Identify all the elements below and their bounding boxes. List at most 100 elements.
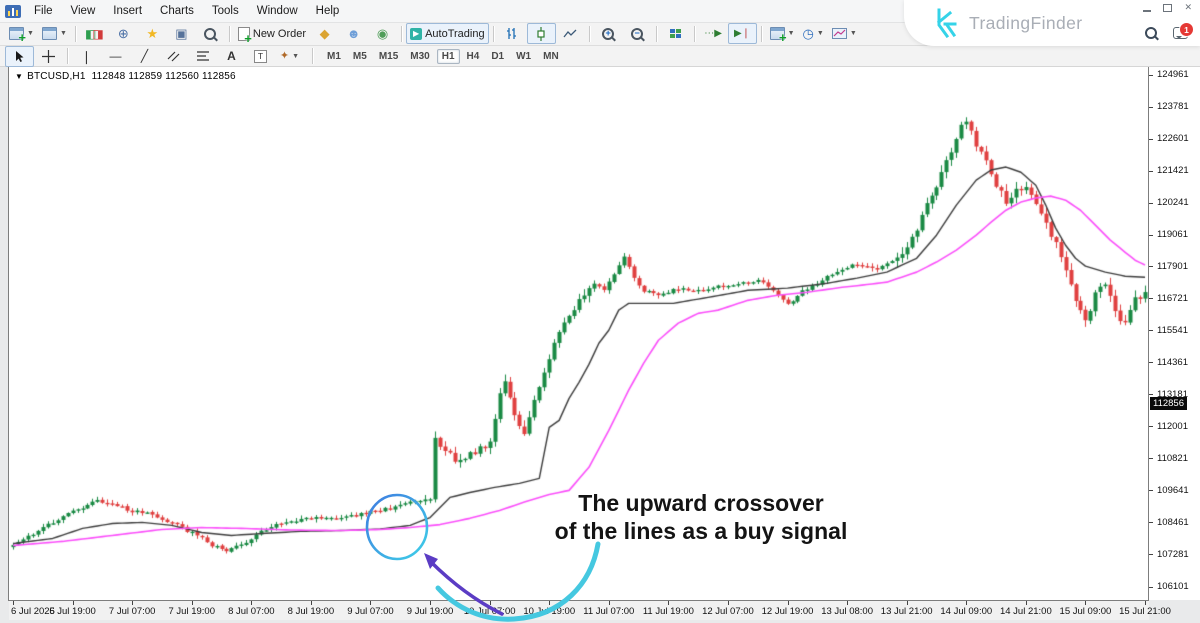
indicators-button[interactable]: + ▼ xyxy=(766,23,799,44)
chat-icon[interactable]: 1 xyxy=(1173,22,1194,39)
zoom-out-icon: − xyxy=(631,27,644,40)
price-label: 124961 xyxy=(1157,69,1189,80)
text-label-tool[interactable]: T xyxy=(246,46,275,67)
strategy-tester-button[interactable] xyxy=(196,23,225,44)
navigator-button[interactable]: ★ xyxy=(138,23,167,44)
timeframe-h4[interactable]: H4 xyxy=(466,50,480,62)
indicators-icon: + xyxy=(769,27,787,44)
time-tick xyxy=(489,601,491,605)
fibonacci-tool[interactable] xyxy=(188,46,217,67)
menu-help[interactable]: Help xyxy=(315,5,340,17)
profiles-button[interactable]: ▼ xyxy=(38,23,71,44)
toolbar-separator xyxy=(312,48,313,64)
trendline-icon: ╱ xyxy=(140,49,149,63)
menu-charts[interactable]: Charts xyxy=(160,5,194,17)
text-a-icon: A xyxy=(227,49,236,63)
time-tick xyxy=(1145,601,1147,605)
price-axis[interactable]: 124961 123781 122601 121421 120241 119061 1179… xyxy=(1149,67,1200,600)
timeframe-h1[interactable]: H1 xyxy=(436,48,460,64)
time-axis[interactable]: 6 Jul 2025 6 Jul 19:00 7 Jul 07:00 7 Jul 19… xyxy=(9,601,1171,620)
price-tick xyxy=(1149,554,1153,556)
timeframe-m5[interactable]: M5 xyxy=(352,50,367,62)
periods-button[interactable]: ◷ ▼ xyxy=(799,23,828,44)
channel-icon xyxy=(167,51,180,62)
menu-bar: File View Insert Charts Tools Window Hel… xyxy=(0,0,1200,23)
data-window-button[interactable]: ⊕ xyxy=(109,23,138,44)
time-label: 8 Jul 19:00 xyxy=(287,606,335,617)
new-chart-button[interactable]: + ▼ xyxy=(5,23,38,44)
chart-canvas[interactable] xyxy=(9,67,1148,600)
arrows-tool[interactable]: ✦ ▼ xyxy=(275,46,304,67)
templates-button[interactable]: ▼ xyxy=(828,23,861,44)
text-tool[interactable]: A xyxy=(217,46,246,67)
timeframe-m30[interactable]: M30 xyxy=(410,50,430,62)
terminal-button[interactable]: ▣ xyxy=(167,23,196,44)
time-label: 7 Jul 19:00 xyxy=(168,606,215,617)
new-order-button[interactable]: + New Order xyxy=(234,23,310,45)
template-icon xyxy=(831,28,847,39)
toolbar-separator xyxy=(228,25,230,42)
new-chart-icon: + xyxy=(9,27,26,44)
candlestick-chart-button[interactable] xyxy=(526,23,556,44)
price-label: 115541 xyxy=(1157,324,1188,336)
window-controls: ✕ xyxy=(1143,3,1192,12)
time-label: 10 Jul 07:00 xyxy=(463,606,516,617)
timeframe-m1[interactable]: M1 xyxy=(327,50,341,62)
vertical-line-tool[interactable]: ❘ xyxy=(72,46,101,67)
timeframe-w1[interactable]: W1 xyxy=(516,50,532,62)
search-icon[interactable] xyxy=(1145,27,1157,39)
close-icon[interactable]: ✕ xyxy=(1184,2,1192,12)
zoom-out-button[interactable]: − xyxy=(623,23,652,44)
time-tick xyxy=(370,601,372,605)
horizontal-line-tool[interactable]: — xyxy=(101,46,130,67)
time-tick xyxy=(72,601,74,605)
restore-icon[interactable] xyxy=(1163,3,1173,12)
crosshair-button[interactable] xyxy=(34,46,63,67)
time-label: 10 Jul 19:00 xyxy=(523,606,576,617)
time-label: 15 Jul 21:00 xyxy=(1119,606,1171,617)
time-label: 11 Jul 07:00 xyxy=(583,606,635,617)
price-tick xyxy=(1149,522,1153,524)
toolbar-separator xyxy=(693,25,695,42)
price-tick xyxy=(1149,330,1153,332)
market-watch-button[interactable]: ◧◨ xyxy=(80,23,109,44)
chart-shift-button[interactable]: ▶❘ xyxy=(727,23,757,44)
community-button[interactable]: ☻ xyxy=(339,23,368,44)
auto-scroll-button[interactable]: ⋯▶ xyxy=(699,23,728,44)
cursor-button[interactable] xyxy=(5,45,34,67)
symbol-dropdown-icon[interactable]: ▼ xyxy=(15,72,24,81)
menu-view[interactable]: View xyxy=(70,5,96,17)
minimize-icon[interactable] xyxy=(1143,4,1152,12)
timeframe-mn[interactable]: MN xyxy=(543,50,559,62)
tile-windows-button[interactable] xyxy=(661,23,690,44)
timeframe-d1[interactable]: D1 xyxy=(491,50,505,62)
autotrading-button[interactable]: ▶ AutoTrading xyxy=(406,23,489,44)
menu-file[interactable]: File xyxy=(34,5,53,17)
price-tick xyxy=(1149,170,1153,172)
price-label: 119061 xyxy=(1157,229,1188,241)
time-tick xyxy=(787,601,789,605)
channel-tool[interactable] xyxy=(159,46,188,67)
price-label: 114361 xyxy=(1157,356,1188,368)
menu-tools[interactable]: Tools xyxy=(211,5,239,17)
price-tick xyxy=(1149,490,1153,492)
trendline-tool[interactable]: ╱ xyxy=(130,46,159,67)
chevron-down-icon: ▼ xyxy=(787,30,795,37)
time-label: 14 Jul 21:00 xyxy=(999,606,1052,617)
fibonacci-icon xyxy=(196,51,209,61)
chevron-down-icon: ▼ xyxy=(816,30,824,37)
line-chart-button[interactable] xyxy=(556,23,585,44)
toolbar-separator xyxy=(760,25,762,42)
bar-chart-button[interactable] xyxy=(498,23,527,44)
horizontal-line-icon: — xyxy=(109,49,122,63)
brand-name: TradingFinder xyxy=(969,12,1083,33)
news-button[interactable]: ◉ xyxy=(368,23,397,44)
metaeditor-button[interactable]: ◆ xyxy=(310,23,339,44)
zoom-in-icon: + xyxy=(602,27,615,40)
menu-insert[interactable]: Insert xyxy=(113,5,143,17)
timeframe-m15[interactable]: M15 xyxy=(378,50,399,62)
toolbar-separator xyxy=(492,25,494,42)
menu-window[interactable]: Window xyxy=(256,5,298,17)
price-label: 116721 xyxy=(1157,292,1188,304)
zoom-in-button[interactable]: + xyxy=(594,23,623,44)
